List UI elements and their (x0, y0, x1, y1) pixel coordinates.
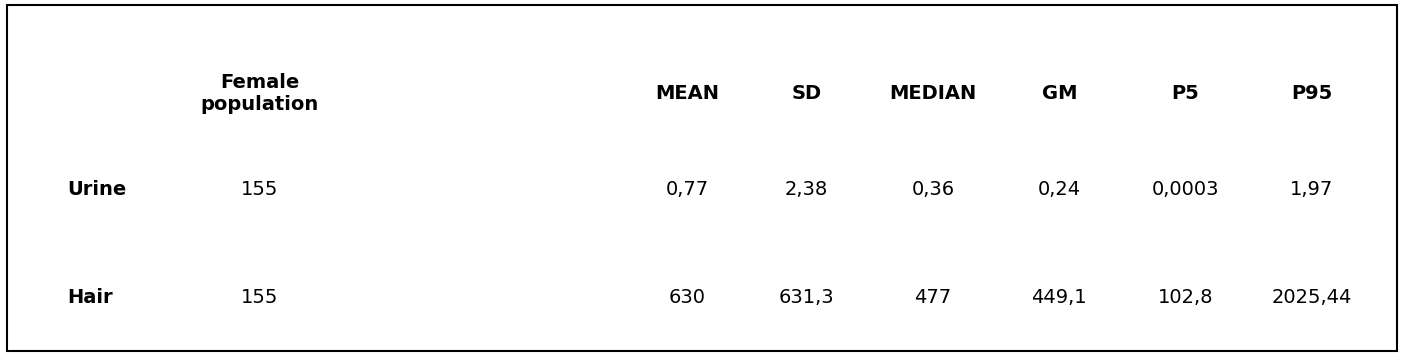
Text: 0,0003: 0,0003 (1152, 180, 1219, 199)
Text: 630: 630 (669, 287, 706, 307)
Text: 102,8: 102,8 (1157, 287, 1214, 307)
Text: Urine: Urine (67, 180, 126, 199)
FancyBboxPatch shape (7, 5, 1397, 351)
Text: 155: 155 (241, 287, 278, 307)
Text: P5: P5 (1172, 83, 1200, 103)
Text: 0,36: 0,36 (912, 180, 954, 199)
Text: 477: 477 (915, 287, 951, 307)
Text: 0,24: 0,24 (1038, 180, 1080, 199)
Text: 1,97: 1,97 (1291, 180, 1333, 199)
Text: Female
population: Female population (201, 73, 318, 113)
Text: 449,1: 449,1 (1031, 287, 1087, 307)
Text: GM: GM (1041, 83, 1078, 103)
Text: Hair: Hair (67, 287, 114, 307)
Text: MEAN: MEAN (655, 83, 720, 103)
Text: SD: SD (791, 83, 822, 103)
Text: 155: 155 (241, 180, 278, 199)
Text: 631,3: 631,3 (779, 287, 835, 307)
Text: P95: P95 (1291, 83, 1333, 103)
Text: MEDIAN: MEDIAN (890, 83, 976, 103)
Text: 2,38: 2,38 (786, 180, 828, 199)
Text: 0,77: 0,77 (666, 180, 709, 199)
Text: 2025,44: 2025,44 (1271, 287, 1352, 307)
